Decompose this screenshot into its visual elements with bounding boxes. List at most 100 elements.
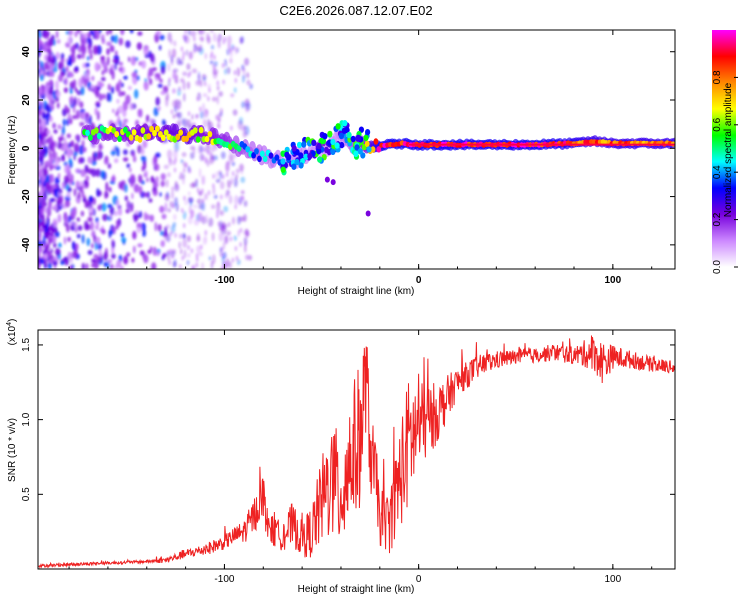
heatmap-speckle	[235, 255, 239, 261]
snr-frame	[37, 329, 676, 570]
heatmap-speckle	[109, 206, 115, 216]
heatmap-speckle	[193, 36, 196, 42]
heatmap-speckle	[54, 176, 60, 185]
spectrogram-ticks: -100 0 100 -40 -20 0 20 40	[21, 30, 675, 286]
ridge-cluster	[294, 158, 300, 166]
heatmap-speckle	[143, 254, 149, 264]
heatmap-speckle	[230, 125, 233, 131]
heatmap-speckle	[44, 160, 50, 168]
heatmap-speckle	[63, 87, 69, 93]
heatmap-speckle	[161, 213, 167, 220]
ridge-core	[146, 133, 152, 140]
heatmap-speckle	[58, 62, 65, 70]
heatmap-speckle	[201, 155, 205, 161]
ridge-cluster	[320, 137, 326, 145]
heatmap-speckle	[70, 45, 74, 52]
heatmap-speckle	[174, 232, 177, 238]
heatmap-speckle	[38, 182, 42, 188]
heatmap-speckle	[140, 147, 145, 155]
heatmap-speckle	[87, 250, 93, 255]
heatmap-speckle	[126, 200, 131, 210]
heatmap-speckle	[50, 141, 55, 150]
heatmap-speckle	[102, 61, 108, 69]
heatmap-speckle	[101, 202, 107, 212]
ridge-cluster	[316, 147, 322, 155]
heatmap-speckle	[75, 109, 80, 120]
heatmap-speckle	[89, 221, 95, 231]
ridge-cluster	[284, 151, 290, 158]
heatmap-speckle	[168, 77, 171, 83]
heatmap-speckle	[46, 129, 51, 135]
ridge-core	[155, 125, 160, 132]
heatmap-speckle	[172, 113, 176, 119]
heatmap-speckle	[50, 104, 55, 111]
heatmap-speckle	[46, 220, 50, 227]
heatmap-speckle	[73, 221, 78, 229]
heatmap-speckle	[249, 83, 254, 90]
heatmap-speckle	[71, 241, 75, 250]
ridge-outlier	[324, 176, 330, 183]
heatmap-speckle	[72, 115, 77, 120]
heatmap-speckle	[98, 82, 105, 88]
heatmap-speckle	[108, 30, 113, 35]
ridge-core	[254, 148, 259, 155]
heatmap-speckle	[100, 77, 106, 82]
heatmap-speckle	[67, 71, 73, 77]
heatmap-speckle	[145, 114, 150, 123]
heatmap-speckle	[94, 30, 100, 40]
heatmap-speckle	[225, 189, 230, 196]
spectrogram-frame	[37, 29, 676, 270]
heatmap-speckle	[80, 44, 87, 52]
heatmap-speckle	[170, 109, 174, 115]
heatmap-speckle	[198, 251, 203, 257]
heatmap-speckle	[85, 112, 90, 118]
ridge-core	[123, 126, 128, 134]
ridge-cluster	[298, 162, 304, 169]
ridge-core	[163, 129, 169, 136]
heatmap-speckle	[143, 160, 147, 171]
heatmap-speckle	[151, 262, 157, 269]
heatmap-speckle	[215, 114, 218, 120]
heatmap-speckle	[43, 69, 47, 77]
heatmap-speckle	[136, 222, 142, 228]
heatmap-speckle	[41, 111, 47, 120]
heatmap-speckle	[240, 190, 245, 195]
heatmap-speckle	[241, 64, 245, 71]
heatmap-speckle	[87, 216, 93, 222]
heatmap-speckle	[48, 156, 54, 164]
heatmap-speckle	[47, 226, 51, 235]
heatmap-speckle	[38, 240, 42, 248]
heatmap-speckle	[186, 119, 191, 127]
heatmap-speckle	[60, 56, 65, 64]
heatmap-speckle	[160, 173, 166, 181]
heatmap-speckle	[67, 187, 72, 193]
heatmap-speckle	[82, 197, 87, 203]
heatmap-speckle	[205, 109, 209, 115]
colorbar-tick-label: 0.6	[712, 117, 723, 131]
heatmap-speckle	[61, 181, 65, 190]
heatmap-speckle	[47, 48, 52, 57]
heatmap-speckle	[221, 30, 225, 33]
heatmap-speckle	[159, 192, 162, 197]
heatmap-speckle	[209, 59, 214, 65]
heatmap-speckle	[234, 246, 238, 251]
heatmap-speckle	[118, 79, 122, 85]
heatmap-speckle	[132, 245, 136, 254]
heatmap-speckle	[96, 110, 100, 121]
heatmap-speckle	[83, 146, 87, 153]
ridge-cluster	[350, 135, 356, 143]
y-tick-label: 0	[21, 145, 32, 151]
heatmap-speckle	[159, 205, 165, 213]
ridge-cluster	[354, 144, 360, 151]
heatmap-speckle	[110, 263, 114, 269]
heatmap-speckle	[70, 140, 75, 148]
heatmap-speckle	[73, 154, 76, 161]
heatmap-speckle	[174, 157, 177, 163]
heatmap-speckle	[224, 68, 227, 75]
heatmap-speckle	[46, 55, 52, 63]
heatmap-speckle	[95, 87, 100, 98]
heatmap-speckle	[157, 224, 162, 232]
heatmap-speckle	[45, 174, 51, 184]
heatmap-speckle	[56, 102, 60, 109]
